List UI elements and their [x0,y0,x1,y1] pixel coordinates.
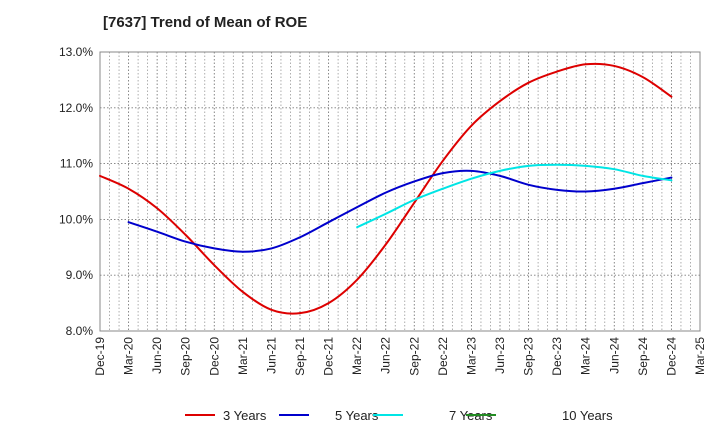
x-tick-label: Mar-21 [236,337,250,375]
legend-label-10-years: 10 Years [562,408,613,423]
x-tick-label: Mar-25 [693,337,707,375]
x-tick-label: Dec-19 [93,337,107,376]
x-tick-label: Dec-23 [550,337,564,376]
x-tick-label: Dec-24 [664,337,678,376]
legend-label-3-years: 3 Years [223,408,267,423]
x-tick-label: Jun-22 [379,337,393,374]
chart-title: [7637] Trend of Mean of ROE [103,14,308,31]
plot-area [100,52,700,331]
x-tick-label: Jun-23 [493,337,507,374]
x-tick-label: Dec-21 [322,337,336,376]
x-tick-label: Sep-21 [293,337,307,376]
x-tick-label: Dec-22 [436,337,450,376]
x-tick-label: Jun-24 [607,337,621,374]
y-tick-label: 8.0% [66,324,94,338]
x-tick-label: Jun-21 [264,337,278,374]
x-tick-label: Sep-22 [407,337,421,376]
x-tick-label: Dec-20 [207,337,221,376]
y-tick-label: 11.0% [60,157,93,171]
y-tick-label: 12.0% [59,101,93,115]
x-tick-label: Sep-23 [522,337,536,376]
y-tick-label: 9.0% [66,268,94,282]
series-line-7-years [356,163,673,229]
x-tick-label: Sep-20 [179,337,193,376]
plot-frame [99,51,701,332]
x-tick-label: Mar-24 [579,337,593,375]
x-tick-label: Mar-22 [350,337,364,375]
x-tick-label: Sep-24 [636,337,650,376]
legend-label-5-years: 5 Years [335,408,379,423]
x-tick-label: Jun-20 [150,337,164,374]
x-tick-label: Mar-20 [122,337,136,375]
y-tick-label: 10.0% [59,212,93,226]
y-tick-label: 13.0% [59,45,93,59]
series-line-5-years [127,169,673,253]
x-tick-label: Mar-23 [464,337,478,375]
